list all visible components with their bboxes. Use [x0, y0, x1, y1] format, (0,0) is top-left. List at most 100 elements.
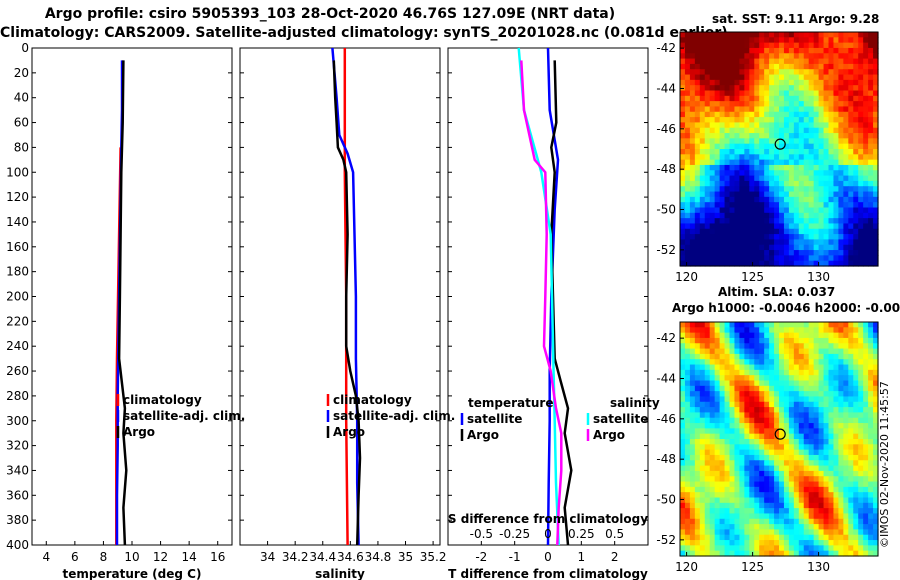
map-cell [798, 122, 805, 129]
map-cell [858, 486, 864, 493]
map-cell [714, 518, 721, 525]
map-cell [709, 465, 716, 472]
map-cell [788, 164, 795, 171]
map-cell [719, 42, 726, 49]
map-cell [828, 454, 835, 461]
map-cell [719, 486, 726, 493]
map-cell [823, 375, 830, 382]
map-cell [833, 433, 839, 440]
map-cell [873, 175, 879, 182]
map-cell [803, 337, 810, 344]
map-cell [769, 454, 775, 461]
map-cell [709, 364, 716, 371]
map-cell [684, 508, 691, 515]
map-cell [744, 223, 750, 230]
map-cell [684, 470, 691, 477]
map-cell [828, 223, 835, 230]
map-cell [774, 391, 780, 398]
map-cell [709, 518, 716, 525]
map-cell [709, 223, 716, 230]
map-cell [709, 497, 716, 504]
map-cell [808, 423, 815, 429]
map-cell [714, 348, 721, 355]
map-cell [754, 337, 760, 344]
map-cell [699, 191, 706, 198]
map-cell [680, 260, 686, 267]
map-cell [779, 250, 785, 256]
map-cell [868, 460, 874, 467]
map-cell [689, 250, 696, 256]
map-cell [873, 327, 879, 334]
map-cell [873, 550, 879, 557]
map-cell [818, 465, 825, 472]
map-cell [863, 234, 869, 241]
map-cell [744, 385, 750, 392]
map-cell [868, 127, 874, 134]
map-cell [694, 127, 701, 134]
map-cell [764, 244, 770, 251]
legend-label: Argo [593, 428, 625, 442]
map-cell [714, 74, 721, 81]
map-cell [818, 218, 825, 225]
map-cell [694, 58, 701, 65]
map-cell [803, 385, 810, 392]
map-cell [783, 353, 790, 360]
map-cell [754, 428, 760, 435]
map-cell [699, 228, 706, 235]
map-cell [774, 481, 780, 488]
legend-label: climatology [123, 393, 202, 407]
map-cell [714, 433, 721, 440]
map-cell [729, 497, 736, 504]
map-cell [734, 470, 740, 477]
map-cell [833, 212, 839, 219]
map-cell [719, 47, 726, 54]
map-cell [823, 255, 830, 262]
map-cell [709, 454, 716, 461]
map-cell [828, 180, 835, 187]
map-cell [828, 460, 835, 467]
map-cell [843, 401, 849, 408]
map-cell [769, 481, 775, 488]
map-cell [853, 212, 859, 219]
map-cell [729, 423, 736, 429]
x-tick-label: -1 [509, 550, 521, 564]
map-cell [749, 465, 755, 472]
map-cell [724, 69, 731, 76]
map-cell [848, 391, 854, 398]
map-cell [749, 159, 755, 166]
map-cell [783, 255, 790, 262]
map-cell [694, 149, 701, 155]
map-cell [828, 353, 835, 360]
map-cell [788, 343, 795, 350]
map-cell [818, 180, 825, 187]
map-cell [724, 529, 731, 536]
map-cell [749, 74, 755, 81]
map-cell [813, 90, 820, 97]
map-cell [783, 37, 790, 44]
map-cell [868, 497, 874, 504]
map-cell [818, 101, 825, 108]
map-cell [868, 74, 874, 81]
map-cell [699, 332, 706, 339]
map-cell [848, 239, 854, 246]
map-cell [744, 353, 750, 360]
map-cell [858, 143, 864, 150]
map-cell [779, 417, 785, 424]
map-cell [813, 244, 820, 251]
map-cell [779, 513, 785, 520]
map-cell [833, 186, 839, 193]
map-cell [823, 53, 830, 60]
map-cell [858, 359, 864, 366]
map-cell [749, 428, 755, 435]
map-cell [793, 239, 800, 246]
map-cell [744, 95, 750, 102]
x-tick-label: 34 [260, 550, 275, 564]
map-cell [873, 218, 879, 225]
map-cell [749, 53, 755, 60]
map-cell [714, 460, 721, 467]
map-cell [798, 90, 805, 97]
map-cell [704, 122, 711, 129]
map-cell [813, 460, 820, 467]
map-cell [838, 470, 844, 477]
map-cell [759, 133, 765, 139]
